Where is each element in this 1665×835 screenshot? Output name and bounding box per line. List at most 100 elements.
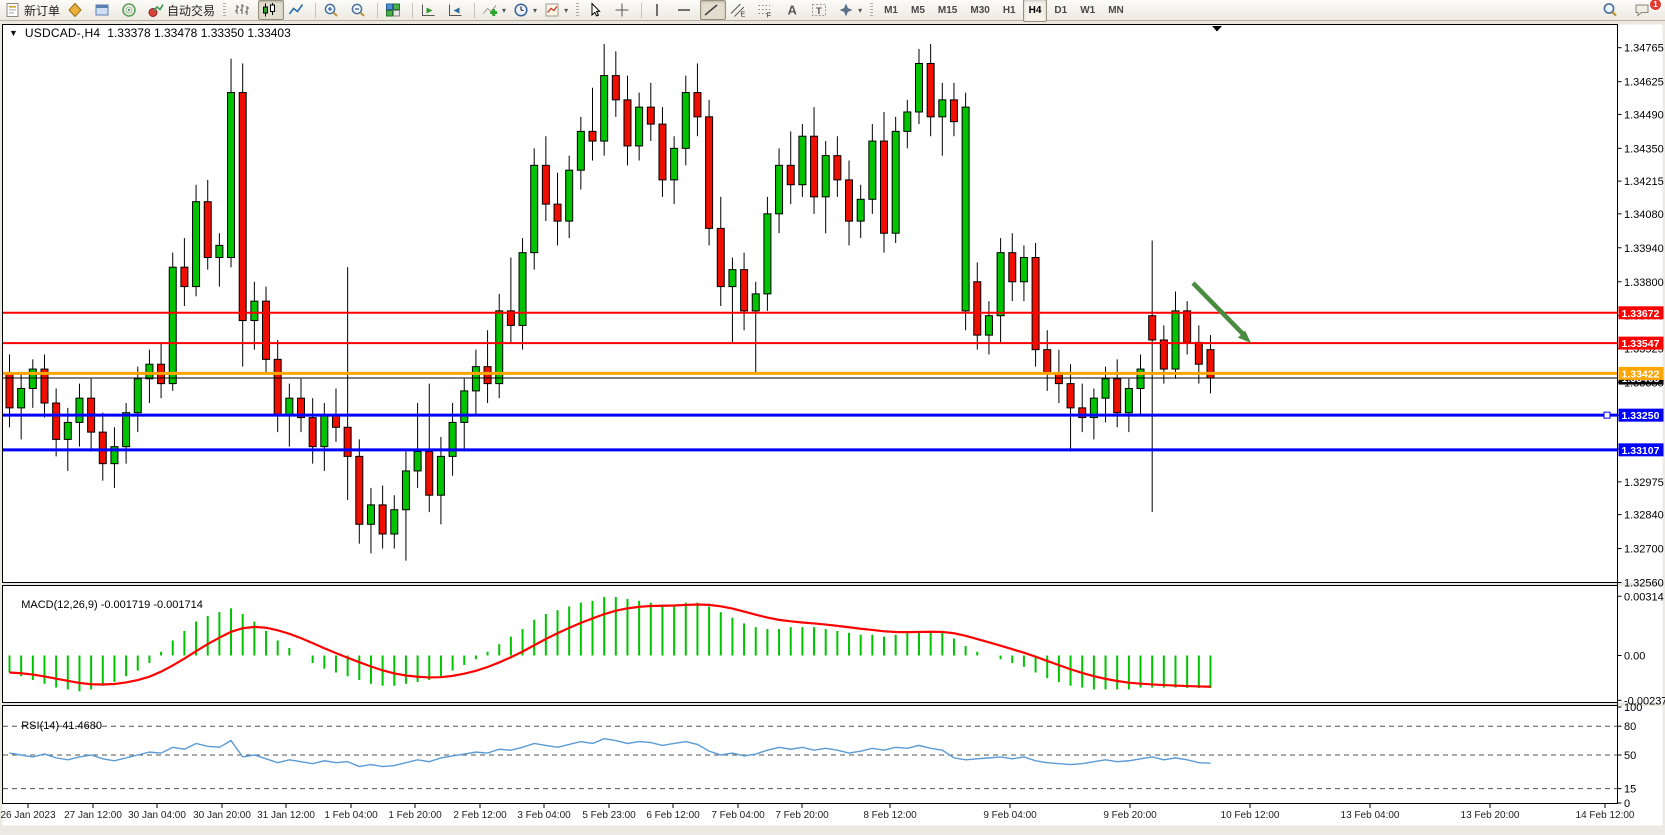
timeframe-mn-button[interactable]: MN: [1108, 4, 1124, 16]
trend-line-button[interactable]: [700, 0, 727, 20]
candle-body: [110, 446, 119, 465]
indicator-axis[interactable]: 0.00314 0.00 -0.002376100 80 50 15 0: [1617, 591, 1665, 810]
zoom-in-button[interactable]: [320, 0, 346, 20]
symbol-dropdown-icon[interactable]: ▼: [9, 28, 18, 38]
toolbar-grip: [870, 3, 874, 17]
svg-text:50: 50: [1624, 750, 1636, 762]
periods-button[interactable]: ▾: [510, 0, 540, 20]
candle-body: [880, 140, 888, 234]
toolbar-grip: [576, 3, 580, 17]
toolbar-separator: [474, 2, 476, 18]
time-tick-label: 7 Feb 20:00: [775, 810, 829, 821]
bar-chart-mode-button[interactable]: [231, 0, 257, 20]
chart-shift-button[interactable]: [444, 0, 470, 20]
candle-body: [635, 106, 644, 147]
templates-button[interactable]: ▾: [541, 0, 571, 20]
chart-window: 1.34765 1.34625 1.34490 1.34350 1.34215 1.340…: [0, 21, 1665, 835]
chevron-down-icon: ▾: [858, 5, 863, 15]
rsi-line: [9, 737, 1211, 768]
candle-body: [192, 201, 201, 288]
timeframe-w1-button[interactable]: W1: [1080, 4, 1096, 16]
candle-body: [52, 402, 61, 440]
new-order-button[interactable]: 新订单: [2, 0, 63, 20]
candle-body: [751, 293, 760, 312]
candle-body: [810, 135, 819, 198]
line-chart-mode-button[interactable]: [285, 0, 311, 20]
auto-scroll-button[interactable]: [417, 0, 443, 20]
chevron-down-icon: ▾: [502, 5, 507, 15]
svg-text:-0.002376: -0.002376: [1624, 695, 1665, 707]
search-button[interactable]: [1599, 0, 1625, 20]
candle-body: [1183, 310, 1192, 343]
candlestick-mode-button[interactable]: [258, 0, 285, 20]
candle-body: [17, 387, 26, 409]
line-drag-handle[interactable]: [1603, 411, 1611, 419]
equidistant-channel-button[interactable]: E: [727, 0, 753, 20]
chevron-down-icon: ▾: [533, 5, 538, 15]
crosshair-button[interactable]: [611, 0, 637, 20]
candle-body: [903, 111, 912, 132]
svg-text:T: T: [816, 6, 822, 17]
candle-body: [401, 470, 410, 511]
navigator-button[interactable]: [118, 0, 144, 20]
auto-trading-label: 自动交易: [167, 3, 216, 18]
timeframe-m5-button[interactable]: M5: [911, 4, 925, 16]
chat-button[interactable]: 1: [1631, 0, 1662, 20]
fibonacci-retracement-button[interactable]: F: [754, 0, 780, 20]
data-window-button[interactable]: [91, 0, 117, 20]
price-label-text: 1.33422: [1622, 368, 1660, 380]
timeframe-m15-button[interactable]: M15: [937, 4, 958, 16]
candle-body: [576, 130, 585, 171]
tile-windows-button[interactable]: [382, 0, 408, 20]
cursor-button[interactable]: [584, 0, 610, 20]
timeframe-m1-button[interactable]: M1: [884, 4, 898, 16]
candle-body: [180, 266, 189, 288]
candle-body: [1066, 383, 1075, 409]
svg-text:1.32700: 1.32700: [1624, 544, 1664, 556]
svg-text:0.00314: 0.00314: [1624, 591, 1664, 603]
candle-body: [786, 164, 795, 186]
market-watch-button[interactable]: [64, 0, 90, 20]
text-label-button[interactable]: T: [808, 0, 834, 20]
candle-body: [891, 130, 900, 234]
time-tick-label: 30 Jan 04:00: [128, 810, 186, 821]
candle-body: [366, 504, 375, 525]
textT-icon: T: [812, 4, 827, 17]
indicators-list-button[interactable]: ▾: [479, 0, 509, 20]
auto-trading-button[interactable]: 自动交易: [145, 0, 218, 20]
time-axis[interactable]: 26 Jan 2023 27 Jan 12:00 30 Jan 04:00 30 Ja…: [0, 803, 1635, 822]
candle-body: [541, 164, 550, 205]
vline-icon: [656, 4, 658, 16]
indicators-icon: [483, 5, 498, 17]
candle-body: [938, 99, 947, 118]
text-button[interactable]: A: [781, 0, 807, 20]
timeframe-d1-button[interactable]: D1: [1054, 4, 1068, 16]
candle-body: [705, 116, 714, 229]
candle-body: [716, 227, 725, 288]
svg-text:1.32560: 1.32560: [1624, 578, 1664, 590]
candle-body: [845, 179, 854, 222]
macd-name: MACD(12,26,9): [21, 599, 98, 611]
svg-text:1.34625: 1.34625: [1624, 77, 1664, 89]
candle-body: [1148, 315, 1157, 341]
candle-body: [5, 373, 14, 409]
time-tick-label: 13 Feb 04:00: [1341, 810, 1400, 821]
timeframe-h1-button[interactable]: H1: [1002, 4, 1016, 16]
timeframe-m30-button[interactable]: M30: [970, 4, 990, 16]
candle-body: [378, 504, 387, 535]
arrow-annotation[interactable]: [1191, 281, 1251, 343]
candle-body: [238, 92, 247, 322]
zoom-out-button[interactable]: [347, 0, 373, 20]
candle-body: [553, 203, 562, 222]
svg-text:A: A: [788, 3, 798, 18]
chat-icon: [1635, 4, 1649, 17]
timeframe-h4-button[interactable]: H4: [1022, 0, 1048, 22]
candle-body: [285, 397, 294, 416]
candle-body: [308, 417, 317, 448]
arrows-button[interactable]: ▾: [835, 0, 865, 20]
vertical-line-button[interactable]: [646, 0, 672, 20]
chart-shift-marker[interactable]: [1212, 26, 1222, 32]
candle-body: [565, 169, 574, 222]
candle-body: [973, 281, 982, 336]
horizontal-line-button[interactable]: [673, 0, 699, 20]
